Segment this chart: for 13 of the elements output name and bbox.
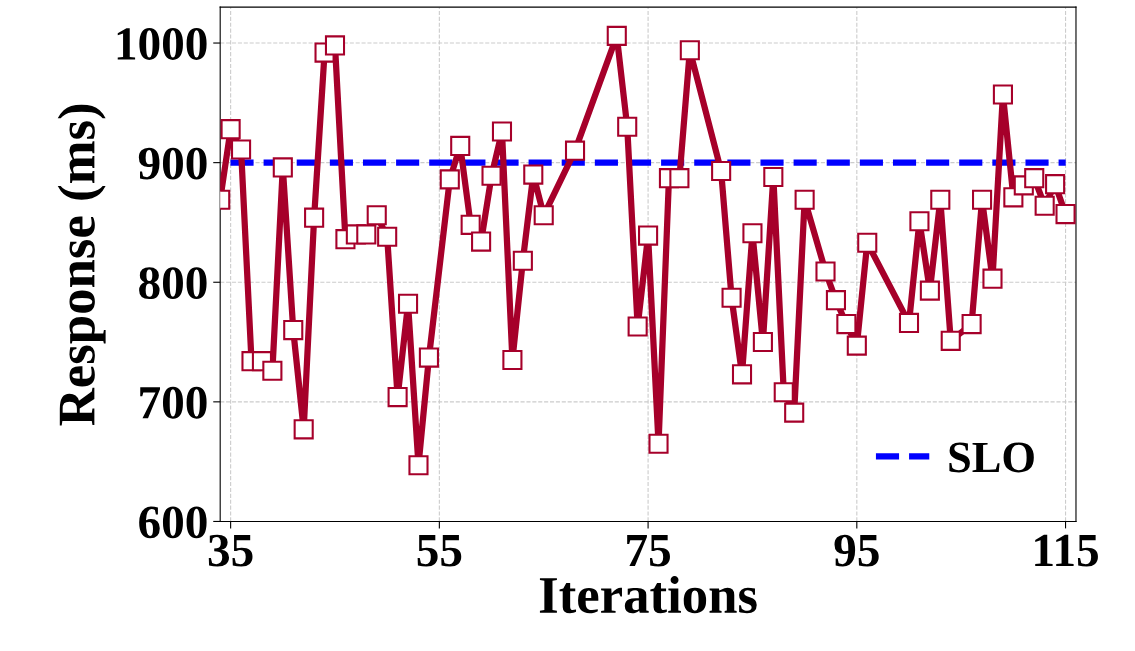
y-tick-label: 700 (140, 386, 207, 419)
x-tick-label: 75 (627, 535, 670, 567)
y-tick-label: 800 (139, 267, 207, 300)
x-tick-label: 115 (1035, 534, 1098, 567)
x-tick-label: 55 (417, 535, 462, 567)
legend-label: SLO (949, 442, 1034, 473)
y-tick-label: 600 (139, 506, 207, 539)
y-tick-label: 1000 (117, 28, 207, 60)
y-axis-title: Response (ms) (57, 104, 106, 426)
x-axis-title: Iterations (539, 576, 757, 614)
y-tick-label: 900 (138, 147, 207, 180)
x-tick-label: 95 (834, 534, 879, 567)
x-tick-label: 35 (208, 534, 253, 567)
